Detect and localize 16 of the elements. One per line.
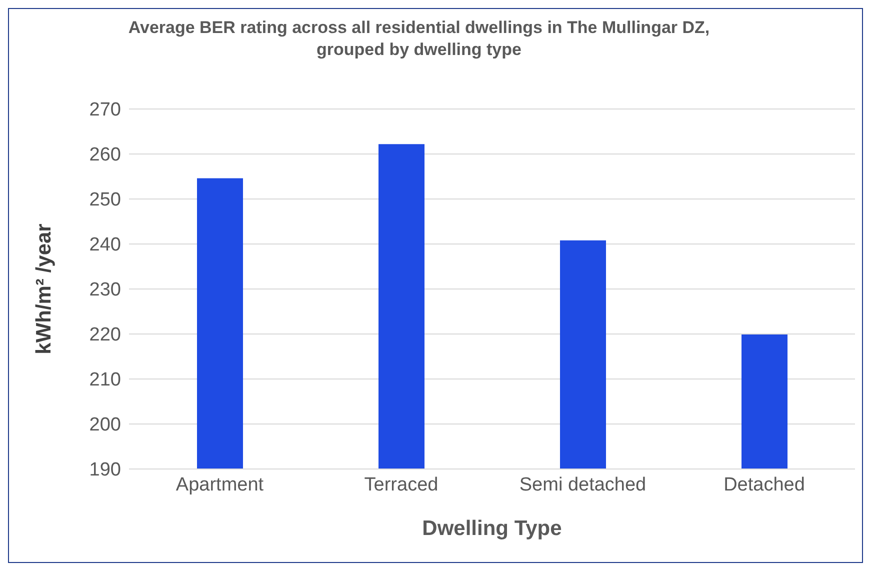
y-tick-label: 260 <box>89 144 121 166</box>
y-tick-label: 190 <box>89 460 121 481</box>
x-tick-label: Semi detached <box>519 474 646 496</box>
x-tick-label: Terraced <box>364 474 438 496</box>
y-tick-label: 220 <box>89 324 121 346</box>
y-tick-label: 240 <box>89 234 121 256</box>
y-tick-label: 230 <box>89 280 121 301</box>
x-axis-title: Dwelling Type <box>422 517 562 540</box>
y-tick-label: 200 <box>89 414 121 436</box>
y-tick-label: 210 <box>89 370 121 391</box>
y-axis-title: kWh/m² /year <box>32 224 56 354</box>
y-tick-label: 250 <box>89 190 121 211</box>
x-tick-label: Apartment <box>176 474 264 496</box>
y-tick-label: 270 <box>89 100 121 121</box>
x-tick-label: Detached <box>724 474 805 496</box>
chart-title: Average BER rating across all residential dwellings in The Mullingar DZ, grouped by dwelling type <box>127 17 711 61</box>
